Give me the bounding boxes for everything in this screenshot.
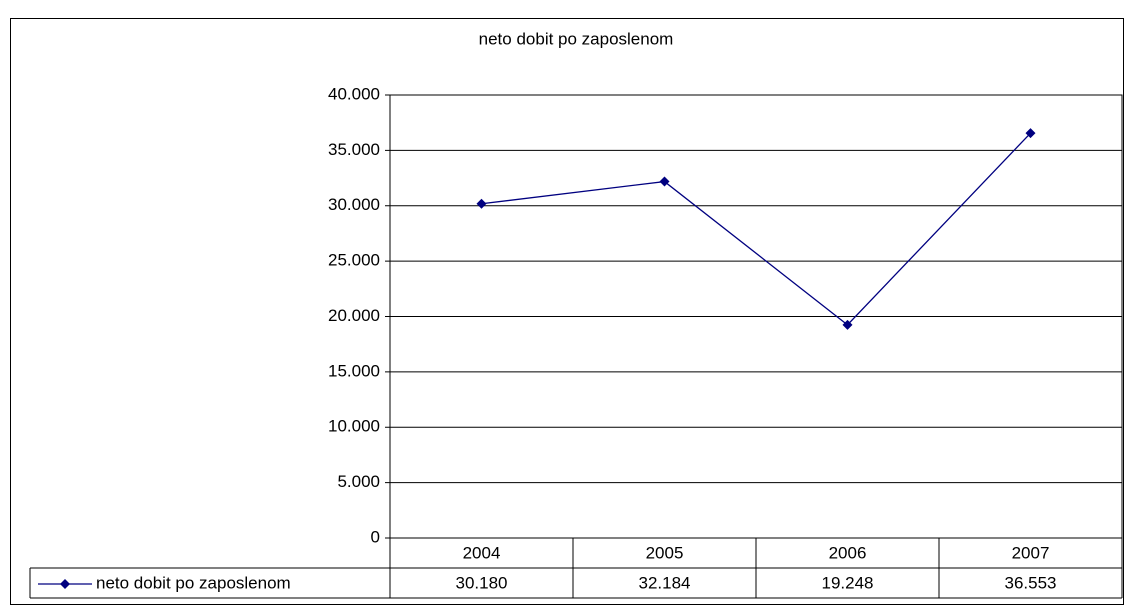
y-tick-label: 15.000	[328, 361, 380, 380]
legend-marker	[60, 579, 70, 589]
y-tick-label: 5.000	[337, 472, 380, 491]
chart-frame	[10, 18, 1124, 605]
y-tick-label: 20.000	[328, 306, 380, 325]
y-tick-label: 30.000	[328, 195, 380, 214]
point-marker	[476, 198, 487, 209]
data-table-value: 30.180	[456, 573, 508, 592]
data-table-value: 19.248	[822, 573, 874, 592]
point-marker	[842, 319, 853, 330]
y-tick-label: 35.000	[328, 140, 380, 159]
y-tick-label: 25.000	[328, 251, 380, 270]
point-marker	[1025, 128, 1036, 139]
data-table-value: 32.184	[639, 573, 691, 592]
legend-label: neto dobit po zaposlenom	[96, 573, 291, 592]
chart-title: neto dobit po zaposlenom	[479, 29, 674, 48]
point-marker	[659, 176, 670, 187]
y-tick-label: 10.000	[328, 417, 380, 436]
y-tick-label: 0	[371, 527, 380, 546]
data-table-value: 36.553	[1005, 573, 1057, 592]
x-tick-label: 2006	[829, 543, 867, 562]
series-line	[481, 132, 1031, 326]
x-tick-label: 2004	[463, 543, 501, 562]
x-tick-label: 2007	[1012, 543, 1050, 562]
y-tick-label: 40.000	[328, 84, 380, 103]
x-tick-label: 2005	[646, 543, 684, 562]
